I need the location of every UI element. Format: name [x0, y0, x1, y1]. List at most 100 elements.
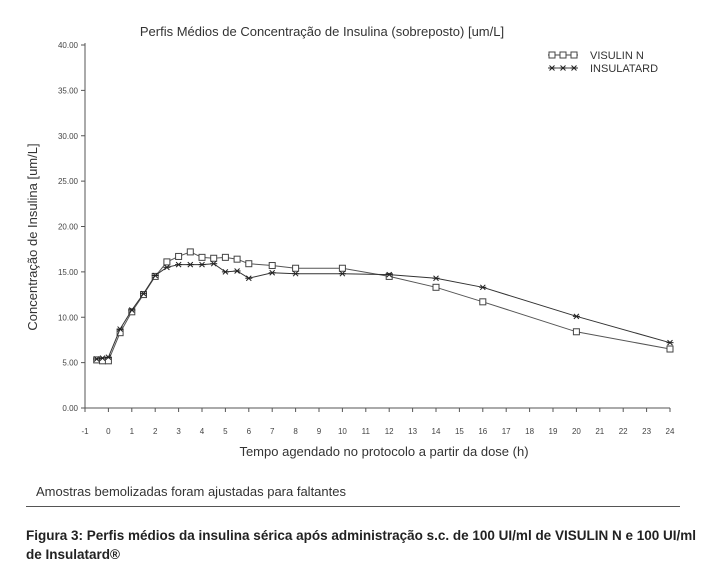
data-point [221, 253, 229, 261]
data-point [338, 270, 346, 277]
series-line [96, 263, 671, 360]
series-layer [93, 248, 674, 365]
data-point [570, 51, 578, 59]
data-point [116, 326, 124, 332]
y-tick-label: 10.00 [58, 313, 79, 322]
x-tick-label: 5 [223, 427, 228, 436]
x-tick-label: 1 [130, 427, 135, 436]
data-point [128, 307, 136, 313]
data-point [385, 271, 393, 278]
x-tick-label: 10 [338, 427, 347, 436]
x-tick-label: 11 [362, 427, 371, 436]
data-point [93, 356, 101, 364]
chart: Perfis Médios de Concentração de Insulin… [25, 24, 675, 459]
y-tick-label: 25.00 [58, 177, 79, 186]
x-tick-label: 12 [385, 427, 394, 436]
data-point [210, 254, 218, 262]
series-insulatard [93, 260, 674, 362]
data-point [292, 270, 300, 277]
data-point [338, 264, 346, 272]
x-tick-label: 14 [432, 427, 441, 436]
data-point [268, 269, 276, 276]
x-tick-label: 3 [176, 427, 181, 436]
data-point [268, 262, 276, 270]
y-tick-label: 30.00 [58, 132, 79, 141]
data-point [548, 51, 556, 59]
data-point [432, 275, 440, 282]
x-tick-label: 24 [666, 427, 675, 436]
data-point [151, 272, 159, 279]
divider [26, 506, 680, 507]
y-tick-label: 0.00 [62, 404, 78, 413]
legend-label: INSULATARD [590, 63, 658, 75]
chart-title: Perfis Médios de Concentração de Insulin… [140, 24, 504, 39]
series-visulin-n [93, 248, 674, 365]
x-tick-label: 6 [247, 427, 252, 436]
legend-entry: VISULIN N [548, 50, 644, 62]
x-tick-label: -1 [81, 427, 89, 436]
x-tick-label: 16 [478, 427, 487, 436]
series-line [96, 251, 671, 362]
x-axis-label: Tempo agendado no protocolo a partir da … [239, 444, 528, 459]
data-point [666, 345, 674, 353]
data-point [548, 65, 556, 71]
data-point [292, 264, 300, 272]
y-tick-label: 5.00 [62, 359, 78, 368]
data-point [245, 275, 253, 282]
x-tick-label: 15 [455, 427, 464, 436]
data-point [559, 65, 567, 71]
data-point [479, 298, 487, 306]
data-point [221, 269, 229, 275]
x-tick-label: 23 [642, 427, 651, 436]
y-tick-label: 15.00 [58, 268, 79, 277]
data-point [93, 356, 101, 362]
y-axis-label: Concentração de Insulina [um/L] [25, 143, 40, 330]
data-point [233, 255, 241, 263]
data-point [245, 260, 253, 268]
x-tick-label: 19 [549, 427, 558, 436]
data-point [210, 260, 218, 267]
data-point [128, 308, 136, 316]
x-tick-label: 17 [502, 427, 511, 436]
data-point [186, 248, 194, 256]
x-tick-label: 0 [106, 427, 111, 436]
data-point [559, 51, 567, 59]
x-tick-label: 2 [153, 427, 158, 436]
data-point [99, 355, 107, 361]
x-tick-label: 18 [525, 427, 534, 436]
data-point [570, 65, 578, 71]
data-point [572, 313, 580, 320]
x-tick-label: 9 [317, 427, 322, 436]
data-point [163, 258, 171, 266]
legend-label: VISULIN N [590, 50, 644, 62]
data-point [432, 283, 440, 291]
data-point [104, 354, 112, 361]
x-tick-label: 13 [408, 427, 417, 436]
data-point [186, 261, 194, 268]
data-point [233, 268, 241, 274]
data-point [175, 261, 183, 268]
data-point [140, 290, 147, 297]
axes: 0.005.0010.0015.0020.0025.0030.0035.0040… [58, 41, 675, 436]
chart-note: Amostras bemolizadas foram ajustadas par… [36, 484, 346, 499]
data-point [479, 284, 487, 291]
x-tick-label: 4 [200, 427, 205, 436]
data-point [385, 272, 393, 280]
y-tick-label: 20.00 [58, 223, 79, 232]
figure-caption: Figura 3: Perfis médios da insulina séri… [26, 528, 696, 562]
y-tick-label: 40.00 [58, 41, 79, 50]
data-point [163, 264, 171, 271]
data-point [140, 291, 147, 299]
data-point [666, 339, 674, 346]
x-tick-label: 7 [270, 427, 275, 436]
data-point [198, 261, 206, 268]
data-point [198, 253, 206, 261]
x-tick-label: 21 [595, 427, 604, 436]
x-tick-label: 22 [619, 427, 628, 436]
y-tick-label: 35.00 [58, 86, 79, 95]
x-tick-label: 20 [572, 427, 581, 436]
legend-entry: INSULATARD [548, 63, 658, 75]
data-point [572, 328, 580, 336]
x-tick-label: 8 [293, 427, 298, 436]
